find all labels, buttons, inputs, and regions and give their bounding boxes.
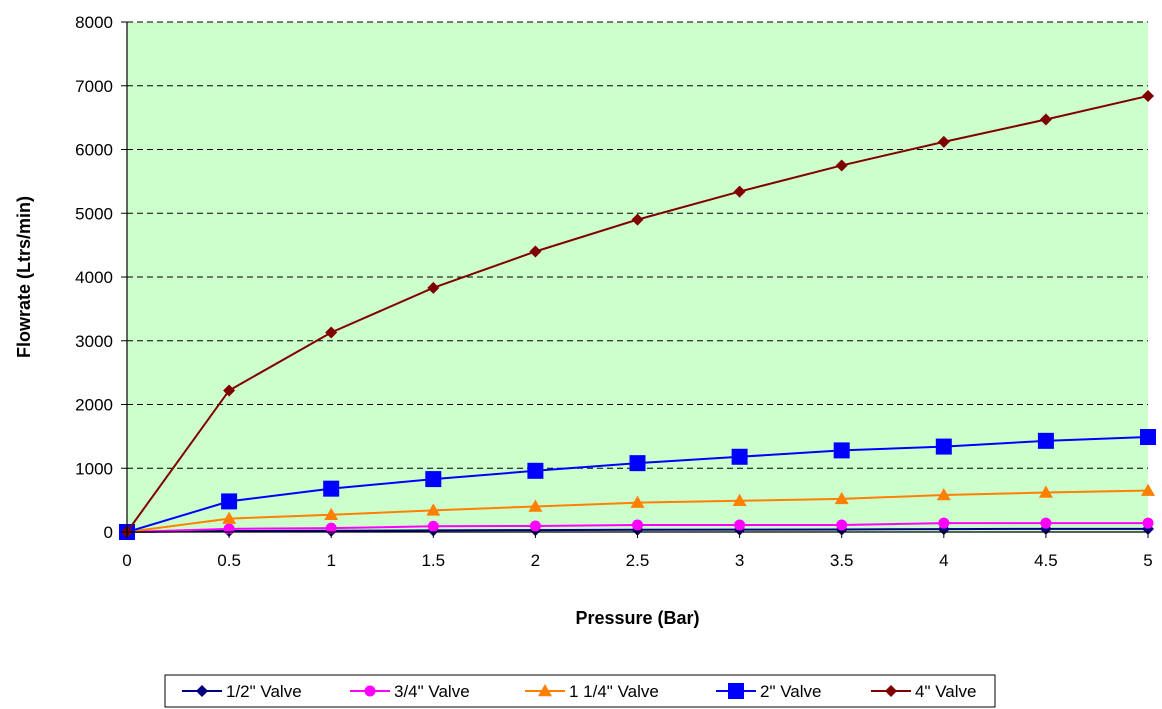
y-tick-label: 5000 [75, 204, 113, 223]
legend-item-4: 4" Valve [871, 682, 976, 701]
legend-swatch-marker [196, 685, 208, 697]
y-tick-label: 3000 [75, 332, 113, 351]
data-point [733, 185, 746, 198]
data-point [1142, 89, 1154, 102]
data-point [731, 448, 748, 465]
data-point [223, 384, 236, 397]
data-point [734, 519, 746, 531]
x-tick-label: 4 [939, 551, 948, 570]
data-point [325, 326, 338, 339]
data-point [629, 455, 646, 472]
data-point [1038, 485, 1053, 498]
data-point [527, 462, 544, 479]
legend: 1/2" Valve 3/4" Valve 1 1/4" Valve 2" Valve… [164, 674, 996, 708]
legend-swatch-marker [538, 684, 552, 697]
data-point [426, 503, 441, 516]
data-point [834, 491, 849, 505]
y-tick-label: 2000 [75, 396, 113, 415]
legend-label: 2" Valve [760, 682, 821, 701]
x-tick-label: 1.5 [421, 551, 445, 570]
y-tick-label: 1000 [75, 459, 113, 478]
x-tick-label: 5 [1143, 551, 1152, 570]
y-axis-title: Flowrate (Ltrs/min) [14, 196, 34, 358]
data-point [1142, 517, 1154, 529]
data-point [1141, 483, 1155, 496]
series-layer [119, 89, 1156, 540]
x-tick-label: 0.5 [217, 551, 241, 570]
series-3 [119, 429, 1156, 540]
gridlines [127, 21, 1148, 469]
data-point [632, 519, 643, 531]
series-2 [120, 483, 1155, 538]
legend-swatch-marker [728, 683, 744, 699]
legend-item-2: 1 1/4" Valve [525, 682, 659, 701]
data-point [427, 281, 440, 294]
data-point [732, 493, 747, 507]
x-tick-label: 1 [326, 551, 335, 570]
legend-label: 4" Valve [915, 682, 976, 701]
x-tick-label: 3.5 [830, 551, 854, 570]
data-point [528, 499, 543, 512]
x-tick-label: 2 [531, 551, 540, 570]
legend-swatch-marker [364, 685, 376, 697]
y-tick-label: 6000 [75, 141, 113, 160]
y-tick-label: 4000 [75, 268, 113, 287]
y-tick-labels: 0 1000 2000 3000 4000 5000 6000 7000 8000 [75, 13, 127, 542]
data-point [325, 522, 337, 534]
x-tick-labels: 0 0.5 1 1.5 2 2.5 3 3.5 4 4.5 5 [122, 532, 1153, 570]
data-point [835, 159, 848, 172]
series-4 [121, 89, 1154, 538]
data-point [1140, 429, 1156, 446]
data-point [221, 493, 238, 510]
data-point [935, 438, 952, 455]
legend-box [164, 674, 996, 708]
data-point [1039, 113, 1052, 126]
data-point [833, 442, 850, 459]
data-point [427, 520, 439, 532]
x-axis-title: Pressure (Bar) [575, 608, 699, 628]
y-tick-label: 0 [104, 523, 113, 542]
data-point [529, 245, 542, 258]
x-tick-label: 3 [735, 551, 744, 570]
data-point [937, 135, 950, 148]
legend-swatch-marker [885, 685, 897, 697]
legend-item-1: 3/4" Valve [350, 682, 470, 701]
y-tick-label: 7000 [75, 77, 113, 96]
data-point [324, 507, 339, 521]
y-tick-label: 8000 [75, 13, 113, 32]
series-1 [121, 517, 1154, 538]
legend-label: 1 1/4" Valve [569, 682, 659, 701]
data-point [631, 213, 644, 226]
data-point [1037, 432, 1054, 449]
data-point [836, 519, 848, 531]
x-tick-label: 2.5 [626, 551, 650, 570]
data-point [529, 520, 541, 532]
legend-item-3: 2" Valve [716, 682, 821, 701]
data-point [938, 517, 950, 529]
data-point [630, 495, 645, 508]
data-point [323, 480, 340, 497]
data-point [425, 471, 442, 488]
x-tick-label: 0 [122, 551, 131, 570]
data-point [936, 488, 951, 501]
data-point [222, 511, 237, 524]
legend-label: 1/2" Valve [226, 682, 302, 701]
legend-item-0: 1/2" Valve [182, 682, 302, 701]
data-point [1040, 517, 1052, 529]
x-tick-label: 4.5 [1034, 551, 1058, 570]
legend-label: 3/4" Valve [394, 682, 470, 701]
